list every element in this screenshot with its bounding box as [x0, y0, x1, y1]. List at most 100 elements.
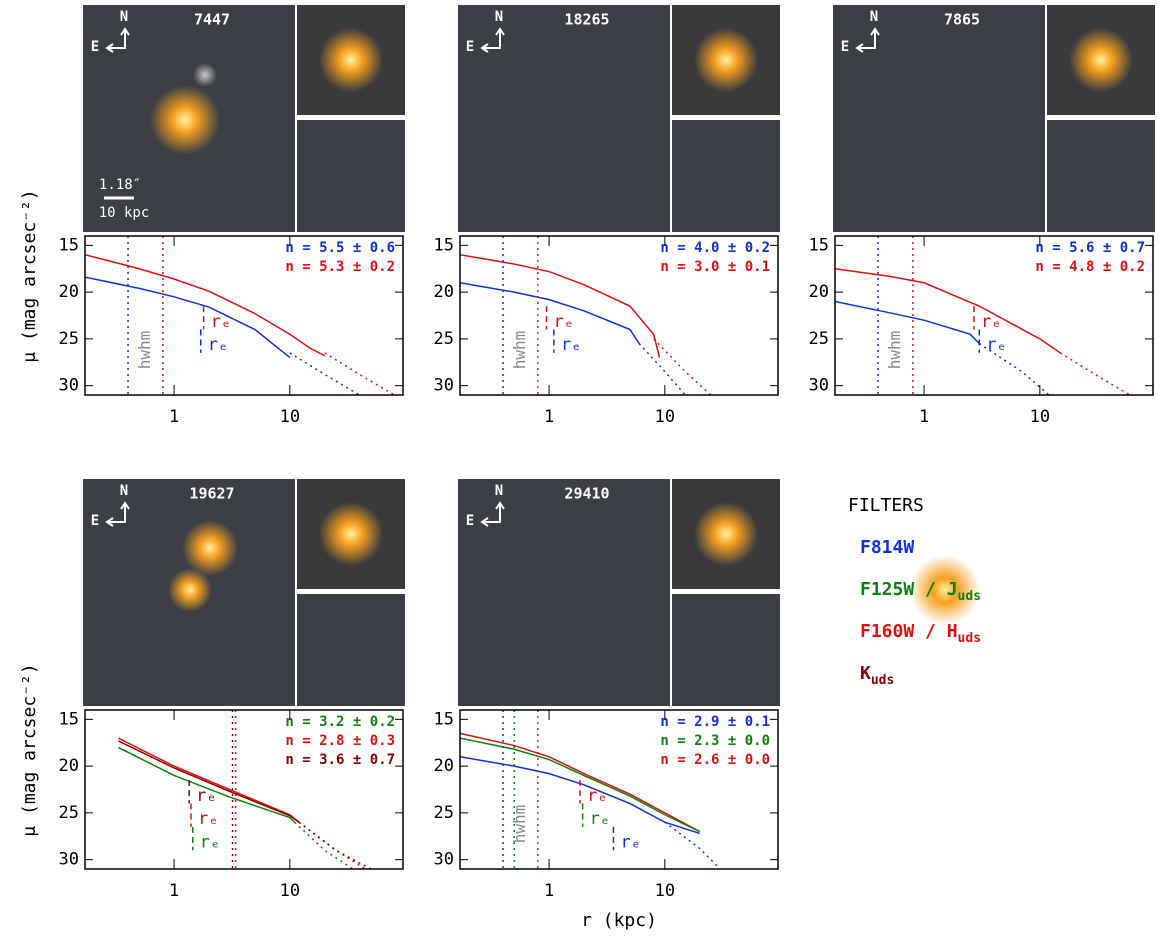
- galaxy-id: 29410: [564, 485, 609, 503]
- profile-line: [653, 338, 712, 395]
- profile-line: [85, 253, 326, 357]
- y-tick-label: 25: [809, 329, 829, 349]
- filter-label: F125W / Juds: [860, 579, 981, 604]
- galaxy: [910, 555, 980, 625]
- plot-frame: [834, 235, 1154, 396]
- re-label: rₑ: [200, 833, 220, 853]
- plot-frame: [459, 709, 779, 870]
- filter-name: K: [860, 663, 871, 684]
- n-label: n = 2.9 ± 0.1: [660, 714, 770, 730]
- n-label: n = 5.3 ± 0.2: [285, 259, 395, 275]
- n-label: n = 4.0 ± 0.2: [660, 240, 770, 256]
- x-tick-label: 1: [544, 407, 554, 427]
- x-tick-label: 10: [655, 881, 675, 901]
- re-label: rₑ: [620, 833, 640, 853]
- galaxy: [193, 63, 217, 87]
- compass: [855, 27, 880, 53]
- y-tick-label: 15: [434, 235, 454, 255]
- plot-area: [835, 236, 1131, 395]
- east-label: E: [466, 513, 474, 529]
- y-tick-label: 15: [59, 709, 79, 729]
- model-galaxy: [1069, 28, 1133, 92]
- x-tick-label: 10: [280, 881, 300, 901]
- north-label: N: [120, 483, 128, 499]
- galaxy-id: 18265: [564, 11, 609, 29]
- hwhm-label: hwhm: [135, 331, 154, 370]
- y-axis-label: μ (mag arcsec⁻²): [19, 189, 40, 362]
- x-tick-label: 1: [169, 881, 179, 901]
- scale-kpc: 10 kpc: [99, 205, 150, 221]
- filter-label: F160W / Huds: [860, 621, 981, 646]
- profile-line: [118, 740, 300, 823]
- y-tick-label: 20: [809, 282, 829, 302]
- y-tick-label: 20: [59, 282, 79, 302]
- galaxy-id: 19627: [189, 485, 234, 503]
- galaxy: [150, 85, 220, 155]
- residual-image: [297, 594, 405, 706]
- profile-line: [835, 267, 1061, 354]
- galaxy-image: [458, 5, 670, 232]
- profile-line: [298, 821, 372, 869]
- y-tick-label: 15: [434, 709, 454, 729]
- x-tick-label: 1: [544, 881, 554, 901]
- model-galaxy: [694, 502, 758, 566]
- y-tick-label: 25: [434, 803, 454, 823]
- plot-area: [460, 236, 712, 395]
- y-tick-label: 30: [809, 376, 829, 396]
- x-tick-label: 10: [1030, 407, 1050, 427]
- y-tick-label: 15: [59, 235, 79, 255]
- re-label: rₑ: [208, 335, 228, 355]
- north-label: N: [495, 9, 503, 25]
- filters-title: FILTERS: [848, 495, 924, 516]
- n-label: n = 3.6 ± 0.7: [285, 752, 395, 768]
- plot-frame: [459, 235, 779, 396]
- plot-area: [460, 710, 721, 869]
- re-label: rₑ: [986, 335, 1006, 355]
- y-tick-label: 15: [809, 235, 829, 255]
- profile-line: [85, 276, 291, 359]
- y-tick-label: 30: [434, 376, 454, 396]
- n-label: n = 2.8 ± 0.3: [285, 733, 395, 749]
- north-label: N: [495, 483, 503, 499]
- hwhm-label: hwhm: [510, 331, 529, 370]
- east-label: E: [91, 39, 99, 55]
- filter-name: F160W / H: [860, 621, 958, 642]
- profile-line: [664, 821, 721, 869]
- hwhm-label: hwhm: [510, 805, 529, 844]
- residual-image: [672, 594, 780, 706]
- y-tick-label: 20: [59, 756, 79, 776]
- profile-line: [460, 737, 700, 833]
- y-tick-label: 25: [59, 803, 79, 823]
- model-galaxy: [319, 28, 383, 92]
- east-label: E: [841, 39, 849, 55]
- galaxy-id: 7865: [944, 11, 980, 29]
- profile-line: [460, 732, 701, 833]
- filter-sub: uds: [958, 631, 981, 646]
- profile-line: [835, 300, 980, 345]
- n-label: n = 2.6 ± 0.0: [660, 752, 770, 768]
- x-tick-label: 10: [655, 407, 675, 427]
- profile-line: [638, 343, 686, 395]
- galaxy: [182, 520, 238, 576]
- re-label: rₑ: [590, 809, 610, 829]
- profile-line: [118, 746, 296, 823]
- re-label: rₑ: [211, 312, 231, 332]
- profile-line: [324, 352, 395, 395]
- x-axis-label: r (kpc): [581, 910, 657, 931]
- galaxy-image: [458, 479, 670, 706]
- compass: [480, 501, 505, 527]
- filter-name: F125W / J: [860, 579, 958, 600]
- re-label: rₑ: [196, 786, 216, 806]
- x-tick-label: 1: [919, 407, 929, 427]
- north-label: N: [870, 9, 878, 25]
- n-label: n = 2.3 ± 0.0: [660, 733, 770, 749]
- residual-image: [672, 120, 780, 232]
- re-label: rₑ: [981, 312, 1001, 332]
- galaxy: [168, 568, 212, 612]
- y-axis-label: μ (mag arcsec⁻²): [19, 663, 40, 836]
- x-tick-label: 10: [280, 407, 300, 427]
- y-tick-label: 20: [434, 282, 454, 302]
- galaxy-id: 7447: [194, 11, 230, 29]
- x-tick-label: 1: [169, 407, 179, 427]
